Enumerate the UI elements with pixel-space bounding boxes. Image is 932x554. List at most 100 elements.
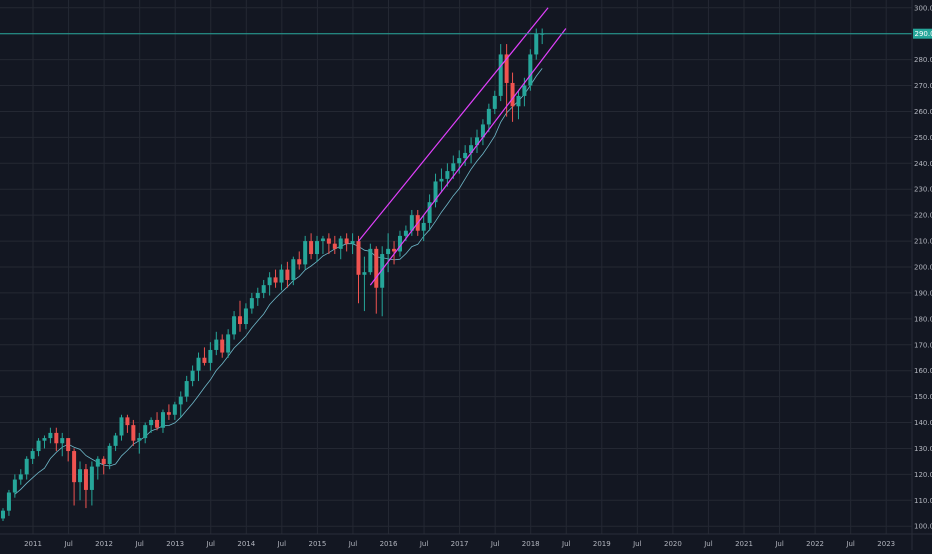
candle-body — [374, 249, 378, 288]
y-tick-label: 300.00 — [914, 4, 932, 12]
candle-body — [1, 511, 5, 519]
y-tick-label: 250.00 — [914, 134, 932, 142]
candle-body — [120, 417, 124, 435]
candle-body — [368, 249, 372, 272]
candle-body — [78, 469, 82, 482]
candle-body — [161, 412, 165, 428]
candle-body — [445, 171, 449, 179]
candle-body — [96, 459, 100, 467]
y-tick-label: 100.00 — [914, 523, 932, 531]
candle-body — [173, 404, 177, 414]
candle-body — [90, 467, 94, 490]
candle-body — [185, 381, 189, 397]
candle-body — [202, 358, 206, 363]
candle-body — [285, 270, 289, 280]
candle-body — [345, 238, 349, 243]
y-tick-label: 190.00 — [914, 289, 932, 297]
candle-body — [339, 238, 343, 248]
candle-body — [268, 277, 272, 285]
x-tick-label: 2020 — [664, 540, 682, 548]
candle-body — [244, 308, 248, 324]
candle-body — [250, 298, 254, 308]
y-tick-label: 150.00 — [914, 393, 932, 401]
candle-body — [451, 163, 455, 171]
x-tick-label: Jul — [206, 540, 216, 548]
candle-body — [516, 96, 520, 106]
y-tick-label: 120.00 — [914, 471, 932, 479]
candle-body — [404, 231, 408, 236]
candle-body — [125, 417, 129, 425]
candle-body — [149, 420, 153, 425]
y-tick-label: 140.00 — [914, 419, 932, 427]
candle-body — [179, 397, 183, 405]
y-tick-label: 220.00 — [914, 212, 932, 220]
candle-body — [13, 480, 17, 493]
candle-body — [457, 158, 461, 163]
candle-body — [108, 446, 112, 464]
candle-body — [208, 350, 212, 363]
candle-body — [439, 179, 443, 182]
last-price-tag-label: 290.00 — [915, 30, 932, 38]
candle-body — [226, 334, 230, 352]
y-tick-label: 160.00 — [914, 367, 932, 375]
candle-body — [220, 340, 224, 353]
x-tick-label: 2015 — [308, 540, 326, 548]
x-tick-label: Jul — [703, 540, 713, 548]
y-tick-label: 270.00 — [914, 82, 932, 90]
candle-body — [297, 259, 301, 264]
candle-body — [131, 425, 135, 441]
y-tick-label: 240.00 — [914, 160, 932, 168]
candle-body — [522, 86, 526, 96]
x-tick-label: 2023 — [877, 540, 895, 548]
candle-body — [351, 241, 355, 244]
candle-body — [463, 153, 467, 158]
x-tick-label: Jul — [277, 540, 287, 548]
candle-body — [386, 249, 390, 254]
candle-body — [155, 420, 159, 428]
candle-body — [19, 474, 23, 479]
candle-body — [167, 412, 171, 415]
x-tick-label: 2014 — [237, 540, 255, 548]
x-tick-label: 2013 — [166, 540, 184, 548]
y-tick-label: 260.00 — [914, 108, 932, 116]
x-tick-label: Jul — [348, 540, 358, 548]
candle-body — [42, 438, 46, 441]
candle-body — [315, 241, 319, 254]
candle-body — [291, 259, 295, 280]
x-tick-label: 2022 — [806, 540, 824, 548]
candle-body — [256, 293, 260, 298]
candle-body — [303, 241, 307, 264]
candle-body — [274, 277, 278, 282]
x-tick-label: 2019 — [593, 540, 611, 548]
candle-body — [309, 241, 313, 254]
x-tick-label: 2017 — [451, 540, 469, 548]
candle-body — [392, 249, 396, 252]
x-tick-label: 2021 — [735, 540, 753, 548]
candle-body — [84, 469, 88, 490]
x-tick-label: Jul — [632, 540, 642, 548]
candle-body — [60, 438, 64, 443]
x-tick-label: 2011 — [24, 540, 42, 548]
candle-body — [279, 270, 283, 283]
x-tick-label: 2012 — [95, 540, 113, 548]
y-tick-label: 200.00 — [914, 264, 932, 272]
candle-body — [72, 451, 76, 482]
x-tick-label: Jul — [490, 540, 500, 548]
price-axis[interactable]: 300.00290.00280.00270.00260.00250.00240.… — [914, 4, 932, 530]
candle-body — [321, 238, 325, 241]
candle-body — [487, 109, 491, 125]
y-tick-label: 230.00 — [914, 186, 932, 194]
candle-body — [511, 83, 515, 106]
x-tick-label: Jul — [419, 540, 429, 548]
candle-body — [114, 435, 118, 445]
y-tick-label: 110.00 — [914, 497, 932, 505]
candle-body — [102, 459, 106, 464]
candle-body — [262, 285, 266, 293]
candle-body — [499, 54, 503, 95]
candle-body — [238, 316, 242, 324]
candle-body — [327, 238, 331, 243]
candle-body — [54, 433, 58, 443]
candle-body — [37, 441, 41, 451]
